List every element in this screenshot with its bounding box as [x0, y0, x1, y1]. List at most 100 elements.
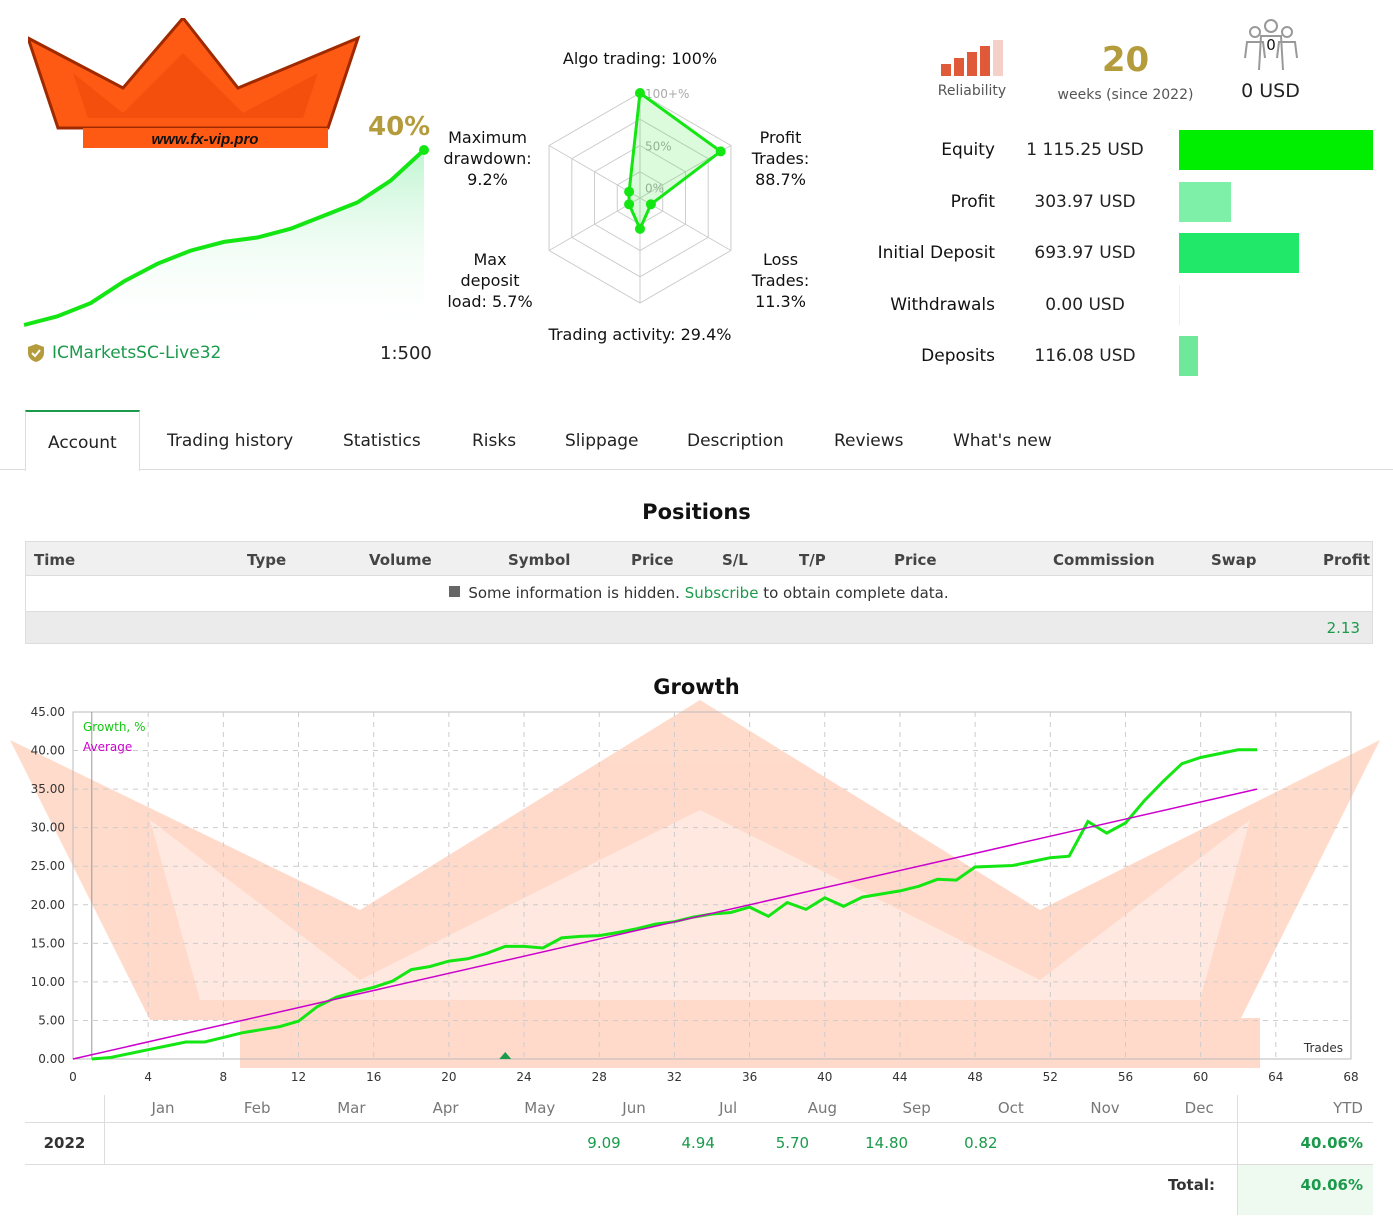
tab-account[interactable]: Account [25, 410, 140, 471]
growth-chart: 45.0040.0035.0030.0025.0020.0015.0010.00… [10, 700, 1380, 1084]
month-header: Jun [622, 1099, 646, 1117]
month-value[interactable]: 5.70 [775, 1134, 810, 1152]
x-tick-label: 68 [1343, 1070, 1358, 1084]
column-header[interactable]: Price [894, 551, 937, 569]
month-header: Jan [151, 1099, 175, 1117]
radar-point [645, 199, 656, 210]
y-tick-label: 40.00 [31, 744, 65, 758]
tab-trading-history[interactable]: Trading history [167, 431, 294, 451]
month-value[interactable]: 9.09 [587, 1134, 621, 1152]
y-tick-label: 30.00 [31, 821, 65, 835]
month-header: May [524, 1099, 556, 1117]
radar-ring-label: 100+% [645, 87, 689, 101]
stat-bar [1179, 336, 1199, 376]
x-tick-label: 36 [742, 1070, 757, 1084]
x-tick-label: 60 [1193, 1070, 1208, 1084]
average-series-line [72, 788, 1258, 1060]
stat-label: Equity [941, 140, 995, 160]
svg-text:www.fx-vip.pro: www.fx-vip.pro [152, 131, 259, 148]
y-tick-label: 45.00 [31, 705, 65, 719]
tab-risks[interactable]: Risks [472, 431, 517, 451]
column-header[interactable]: Volume [369, 551, 432, 569]
month-header: Aug [807, 1099, 838, 1117]
radar-label-deposit-load: Max deposit load: 5.7% [440, 249, 540, 312]
reliability-label: Reliability [937, 83, 1007, 99]
radar-label-profit-trades: Profit Trades: 88.7% [738, 127, 823, 190]
x-tick-label: 48 [967, 1070, 982, 1084]
month-value[interactable]: 14.80 [865, 1134, 909, 1152]
column-header[interactable]: Price [631, 551, 674, 569]
tab-statistics[interactable]: Statistics [343, 431, 421, 451]
months-header-row [25, 1095, 1373, 1123]
x-tick-label: 8 [220, 1070, 228, 1084]
radar-label-line: Loss [762, 250, 799, 269]
x-tick-label: 40 [817, 1070, 832, 1084]
reliability-indicator[interactable]: Reliability [928, 40, 1016, 99]
month-value[interactable]: 0.82 [964, 1134, 998, 1152]
leverage: 1:500 [380, 343, 432, 364]
subscribers-block[interactable]: 0 0 USD [1228, 18, 1313, 102]
x-tick-label: 44 [892, 1070, 907, 1084]
y-tick-label: 20.00 [31, 898, 65, 912]
reliability-bar [967, 52, 977, 76]
radar-label-loss-trades: Loss Trades: 11.3% [738, 249, 823, 312]
x-tick-label: 52 [1043, 1070, 1058, 1084]
reliability-bar [980, 46, 990, 76]
stat-label: Withdrawals [890, 294, 995, 315]
positions-table: Time Type Volume Symbol Price S/L T/P Price Comm… [25, 541, 1373, 644]
x-tick-label: 12 [291, 1070, 306, 1084]
stat-label: Initial Deposit [877, 243, 995, 263]
positions-total-profit: 2.13 [25, 611, 1373, 644]
radar-label-drawdown: Maximum drawdown: 9.2% [440, 127, 535, 190]
tab-description[interactable]: Description [687, 431, 784, 451]
month-value[interactable]: 4.94 [681, 1134, 715, 1152]
column-header[interactable]: Time [34, 551, 76, 569]
reliability-bar [941, 64, 951, 76]
logo: www.fx-vip.pro [25, 15, 363, 153]
radar-ring-label: 0% [645, 182, 664, 196]
column-header[interactable]: Profit [1323, 551, 1370, 569]
radar-point [635, 223, 645, 234]
x-tick-label: 32 [667, 1070, 682, 1084]
column-header[interactable]: T/P [799, 551, 826, 569]
broker-name[interactable]: ICMarketsSC-Live32 [52, 343, 222, 363]
radar-point [624, 186, 635, 197]
mini-growth-end-dot [419, 145, 429, 155]
column-header[interactable]: Type [247, 551, 287, 569]
stat-row-withdrawals: Withdrawals 0.00 USD [860, 284, 1180, 325]
y-tick-label: 15.00 [31, 936, 65, 950]
month-header: Jul [719, 1099, 738, 1117]
stat-row-deposits: Deposits 116.08 USD [860, 336, 1199, 376]
stat-value: 693.97 USD [1034, 243, 1136, 263]
deposit-marker-icon[interactable] [499, 1052, 512, 1059]
x-tick-label: 0 [69, 1070, 77, 1084]
radar-point [715, 146, 726, 157]
subscribers-usd: 0 USD [1241, 80, 1300, 102]
radar-label-algo: Algo trading: 100% [562, 49, 718, 68]
stat-row-initial-deposit: Initial Deposit 693.97 USD [860, 233, 1300, 273]
positions-hidden-info: Some information is hidden. Subscribe to… [25, 576, 1373, 611]
radar-label-activity: Trading activity: 29.4% [548, 325, 732, 344]
tab-bar: Account Trading history Statistics Risks Sli… [0, 410, 1393, 471]
tab-reviews[interactable]: Reviews [834, 431, 904, 451]
column-header[interactable]: Swap [1211, 551, 1257, 569]
growth-percent: 40% [368, 112, 431, 142]
radar-label-line: 88.7% [755, 170, 806, 189]
x-tick-label: 64 [1268, 1070, 1283, 1084]
column-header[interactable]: S/L [722, 551, 748, 569]
broker-server[interactable]: ICMarketsSC-Live32 [26, 343, 221, 363]
x-tick-label: 20 [441, 1070, 456, 1084]
subscribe-link[interactable]: Subscribe [684, 584, 759, 602]
column-header[interactable]: Symbol [508, 551, 571, 569]
monthly-returns-table: Jan Feb Mar Apr May Jun Jul Aug Sep Oct Nov Dec YTD 2… [25, 1095, 1373, 1215]
column-header[interactable]: Commission [1053, 551, 1155, 569]
stat-value: 303.97 USD [1034, 191, 1136, 212]
tab-what-s-new[interactable]: What's new [953, 431, 1052, 451]
y-tick-label: 5.00 [38, 1013, 65, 1027]
radar-chart: 100+% 50% 0% Algo trading: 100% Profit Tra… [440, 40, 840, 350]
year-label: 2022 [43, 1134, 86, 1152]
tab-slippage[interactable]: Slippage [565, 431, 639, 451]
month-header: Oct [997, 1099, 1024, 1117]
y-tick-label: 10.00 [31, 975, 65, 989]
y-tick-label: 25.00 [31, 859, 65, 873]
